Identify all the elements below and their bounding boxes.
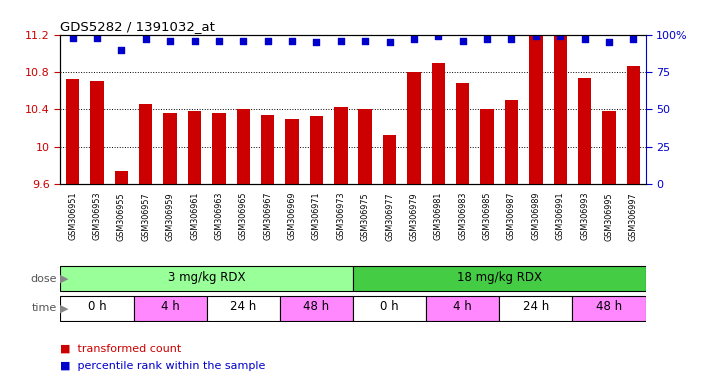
Bar bbox=[383, 135, 396, 184]
Text: GSM306967: GSM306967 bbox=[263, 192, 272, 240]
Text: GSM306989: GSM306989 bbox=[531, 192, 540, 240]
Text: ▶: ▶ bbox=[60, 274, 68, 284]
Text: GSM306975: GSM306975 bbox=[360, 192, 370, 240]
Text: ■  percentile rank within the sample: ■ percentile rank within the sample bbox=[60, 361, 266, 371]
Text: ▶: ▶ bbox=[60, 303, 68, 313]
Bar bbox=[426, 296, 499, 321]
Point bbox=[335, 38, 346, 44]
Bar bbox=[134, 296, 207, 321]
Point bbox=[311, 39, 322, 45]
Text: GSM306987: GSM306987 bbox=[507, 192, 516, 240]
Bar bbox=[310, 116, 323, 184]
Text: dose: dose bbox=[31, 274, 57, 284]
Bar bbox=[505, 100, 518, 184]
Bar bbox=[353, 296, 426, 321]
Bar bbox=[358, 109, 372, 184]
Point bbox=[360, 38, 371, 44]
Bar bbox=[280, 296, 353, 321]
Point bbox=[213, 38, 225, 44]
Text: 48 h: 48 h bbox=[304, 300, 329, 313]
Text: 4 h: 4 h bbox=[454, 300, 472, 313]
Bar bbox=[90, 81, 104, 184]
Point bbox=[287, 38, 298, 44]
Bar bbox=[626, 66, 640, 184]
Text: 48 h: 48 h bbox=[596, 300, 622, 313]
Bar bbox=[188, 111, 201, 184]
Text: GDS5282 / 1391032_at: GDS5282 / 1391032_at bbox=[60, 20, 215, 33]
Text: GSM306963: GSM306963 bbox=[215, 192, 223, 240]
Text: GSM306959: GSM306959 bbox=[166, 192, 175, 240]
Text: 0 h: 0 h bbox=[380, 300, 399, 313]
Bar bbox=[554, 36, 567, 184]
Text: GSM306953: GSM306953 bbox=[92, 192, 102, 240]
Point bbox=[116, 46, 127, 53]
Point bbox=[140, 36, 151, 42]
Text: GSM306977: GSM306977 bbox=[385, 192, 394, 240]
Text: 4 h: 4 h bbox=[161, 300, 179, 313]
Point bbox=[530, 33, 542, 39]
Bar bbox=[334, 107, 348, 184]
Text: GSM306951: GSM306951 bbox=[68, 192, 77, 240]
Text: time: time bbox=[31, 303, 57, 313]
Bar bbox=[499, 296, 572, 321]
Bar bbox=[114, 171, 128, 184]
Bar bbox=[407, 72, 421, 184]
Bar bbox=[285, 119, 299, 184]
Text: 18 mg/kg RDX: 18 mg/kg RDX bbox=[456, 271, 542, 284]
Point bbox=[506, 36, 517, 42]
Bar bbox=[60, 296, 134, 321]
Bar bbox=[602, 111, 616, 184]
Bar bbox=[432, 63, 445, 184]
Text: GSM306973: GSM306973 bbox=[336, 192, 346, 240]
Point bbox=[579, 36, 590, 42]
Point bbox=[457, 38, 469, 44]
Bar bbox=[60, 266, 353, 291]
Text: GSM306965: GSM306965 bbox=[239, 192, 248, 240]
Text: ■  transformed count: ■ transformed count bbox=[60, 343, 182, 353]
Bar bbox=[66, 79, 80, 184]
Point bbox=[67, 35, 78, 41]
Text: 0 h: 0 h bbox=[87, 300, 107, 313]
Bar bbox=[572, 296, 646, 321]
Point bbox=[189, 38, 201, 44]
Text: 3 mg/kg RDX: 3 mg/kg RDX bbox=[168, 271, 245, 284]
Text: GSM306969: GSM306969 bbox=[287, 192, 296, 240]
Point bbox=[384, 39, 395, 45]
Point bbox=[604, 39, 615, 45]
Bar bbox=[164, 113, 177, 184]
Bar bbox=[456, 83, 469, 184]
Point bbox=[628, 36, 639, 42]
Text: GSM306991: GSM306991 bbox=[556, 192, 565, 240]
Point bbox=[408, 36, 419, 42]
Bar bbox=[261, 115, 274, 184]
Point bbox=[481, 36, 493, 42]
Text: GSM306971: GSM306971 bbox=[312, 192, 321, 240]
Text: GSM306981: GSM306981 bbox=[434, 192, 443, 240]
Text: GSM306957: GSM306957 bbox=[141, 192, 150, 240]
Text: GSM306993: GSM306993 bbox=[580, 192, 589, 240]
Bar bbox=[212, 113, 225, 184]
Text: GSM306985: GSM306985 bbox=[483, 192, 491, 240]
Text: GSM306983: GSM306983 bbox=[458, 192, 467, 240]
Point bbox=[237, 38, 249, 44]
Text: GSM306997: GSM306997 bbox=[629, 192, 638, 240]
Bar bbox=[353, 266, 646, 291]
Bar bbox=[207, 296, 280, 321]
Text: GSM306995: GSM306995 bbox=[604, 192, 614, 240]
Text: GSM306979: GSM306979 bbox=[410, 192, 419, 240]
Point bbox=[91, 35, 102, 41]
Point bbox=[433, 33, 444, 39]
Text: GSM306955: GSM306955 bbox=[117, 192, 126, 240]
Point bbox=[262, 38, 273, 44]
Point bbox=[555, 33, 566, 39]
Text: 24 h: 24 h bbox=[523, 300, 549, 313]
Bar bbox=[237, 109, 250, 184]
Bar bbox=[139, 104, 152, 184]
Bar bbox=[529, 36, 542, 184]
Point bbox=[164, 38, 176, 44]
Bar bbox=[578, 78, 592, 184]
Text: GSM306961: GSM306961 bbox=[190, 192, 199, 240]
Text: 24 h: 24 h bbox=[230, 300, 257, 313]
Bar bbox=[481, 109, 494, 184]
